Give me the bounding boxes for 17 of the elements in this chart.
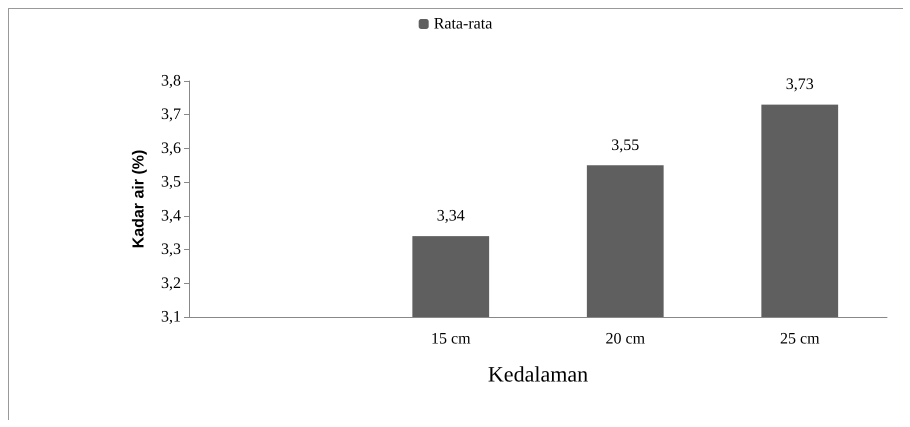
y-tick-label: 3,4 bbox=[161, 207, 181, 224]
data-label: 3,34 bbox=[436, 208, 465, 225]
x-tick-label: 20 cm bbox=[605, 330, 646, 348]
y-tick-label: 3,6 bbox=[161, 140, 181, 157]
data-label: 3,55 bbox=[611, 136, 640, 154]
y-tick-label: 3,5 bbox=[161, 174, 181, 191]
y-tick-label: 3,7 bbox=[161, 106, 181, 124]
x-tick-label: 25 cm bbox=[780, 330, 820, 348]
x-tick-label: 15 cm bbox=[430, 330, 472, 348]
y-tick-label: 3,3 bbox=[161, 241, 181, 258]
y-tick-label: 3,1 bbox=[161, 308, 181, 326]
legend-label: Rata-rata bbox=[434, 16, 492, 32]
y-tick-label: 3,8 bbox=[161, 72, 181, 90]
x-axis-title: Kedalaman bbox=[488, 362, 588, 386]
y-axis-title: Kadar air (%) bbox=[130, 150, 148, 248]
y-tick-label: 3,2 bbox=[161, 274, 181, 292]
data-label: 3,73 bbox=[786, 76, 814, 94]
